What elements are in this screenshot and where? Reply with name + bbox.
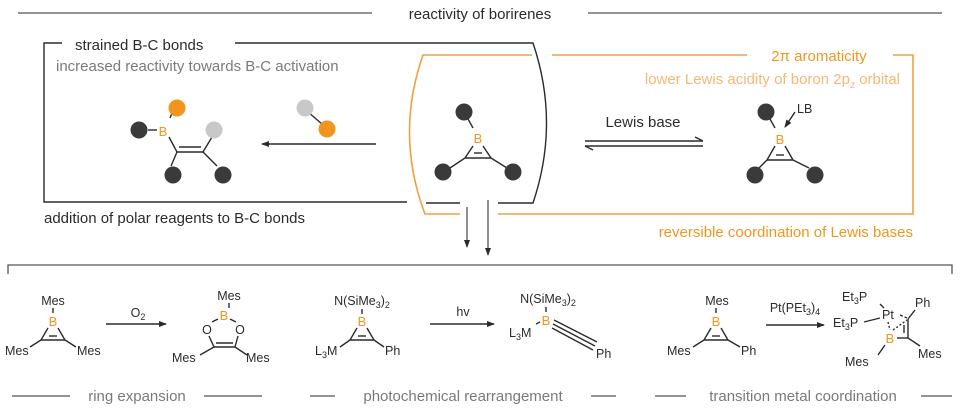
right-panel-subheading: lower Lewis acidity of boron 2pz orbital	[645, 71, 900, 91]
substituent-label: Mes	[918, 347, 942, 361]
boron-label: B	[159, 124, 168, 139]
left-panel-frame	[43, 42, 407, 203]
lewis-base-adduct-molecule: B LB	[746, 102, 824, 184]
right-panel: 2π aromaticity lower Lewis acidity of bo…	[408, 48, 914, 241]
lewis-base-arrow-label: Lewis base	[605, 114, 680, 131]
substituent-label: Mes	[705, 294, 729, 308]
substituent-label: Ph	[385, 344, 400, 358]
diagram-title: reactivity of borirenes	[409, 6, 552, 23]
reaction-photochemical-rearrangement: N(SiMe3)2 B L3M Ph hv N(SiMe3)2 B L3M Ph…	[310, 292, 616, 405]
metal-label: Pt	[882, 308, 894, 322]
caption-transition-metal-coordination: transition metal coordination	[709, 388, 897, 405]
addition-product-molecule: B	[130, 99, 232, 184]
boron-label: B	[358, 314, 367, 329]
caption-photochemical-rearrangement: photochemical rearrangement	[363, 388, 563, 405]
reaction-ring-expansion: Mes B Mes Mes O2 Mes B O O Mes Mes ring …	[5, 289, 270, 405]
lewis-base-label: LB	[797, 102, 812, 116]
boron-label: B	[474, 131, 483, 146]
left-panel-caption: addition of polar reagents to B-C bonds	[44, 210, 305, 227]
substituent-label: Mes	[246, 351, 270, 365]
reagent-label: Pt(PEt3)4	[770, 301, 820, 317]
substituent-label: Mes	[845, 355, 869, 369]
substituent-label: L3M	[315, 344, 337, 360]
substituent-label: Mes	[667, 344, 691, 358]
oxygen-label: O	[235, 323, 245, 337]
polar-reagent	[296, 99, 336, 138]
substituent-label: Mes	[172, 351, 196, 365]
boron-label: B	[49, 314, 58, 329]
left-panel-heading: strained B-C bonds	[75, 37, 203, 54]
reagent-label: hv	[456, 305, 470, 319]
boron-label: B	[712, 314, 721, 329]
reagent-label: O2	[131, 306, 146, 322]
boron-label: B	[776, 132, 785, 147]
ligand-label: Et3P	[842, 290, 867, 306]
ligand-label: Et3P	[833, 316, 858, 332]
boron-label: B	[542, 313, 551, 328]
oxygen-label: O	[202, 323, 212, 337]
equilibrium-arrows	[584, 136, 704, 151]
right-panel-heading: 2π aromaticity	[771, 48, 867, 65]
caption-ring-expansion: ring expansion	[88, 388, 186, 405]
substituent-label: Ph	[596, 347, 611, 361]
substituent-label: Ph	[915, 296, 930, 310]
substituent-label: L3M	[509, 326, 531, 342]
boron-label: B	[886, 331, 895, 346]
substituent-label: Mes	[77, 344, 101, 358]
right-panel-curve	[408, 54, 532, 215]
left-panel-subheading: increased reactivity towards B-C activat…	[56, 58, 339, 75]
substituent-label: Mes	[217, 289, 241, 303]
substituent-label: Mes	[5, 344, 29, 358]
bottom-bracket	[7, 264, 953, 274]
right-panel-frame	[498, 54, 914, 215]
substituent-label: N(SiMe3)2	[520, 292, 576, 308]
substituent-label: Ph	[741, 344, 756, 358]
right-panel-caption: reversible coordination of Lewis bases	[659, 224, 913, 241]
left-panel: strained B-C bonds increased reactivity …	[43, 37, 548, 227]
boron-label: B	[220, 308, 229, 323]
central-borirene-molecule: B	[434, 103, 522, 181]
left-panel-curve	[235, 42, 548, 204]
reaction-transition-metal-coordination: Mes B Mes Ph Pt(PEt3)4 Et3P Et3P Pt B Ph…	[655, 290, 952, 405]
substituent-label: N(SiMe3)2	[334, 294, 390, 310]
substituent-label: Mes	[41, 294, 65, 308]
